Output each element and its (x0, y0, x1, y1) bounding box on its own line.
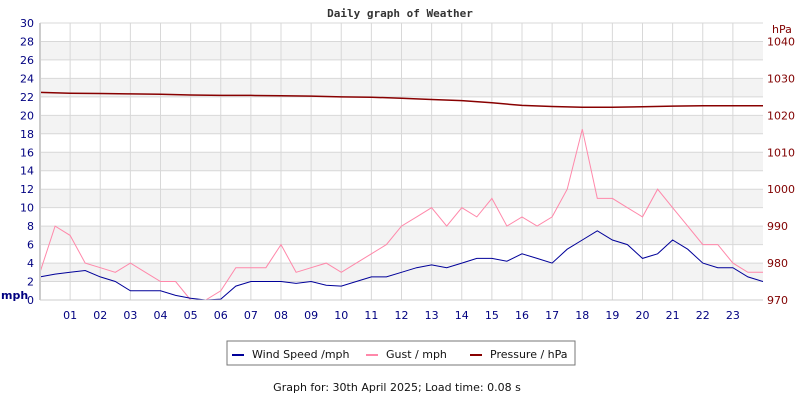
right-tick-label: 980 (767, 257, 788, 270)
left-tick-label: 20 (20, 109, 34, 122)
x-tick-label: 10 (334, 309, 348, 322)
left-tick-label: 10 (20, 202, 34, 215)
legend-label: Wind Speed /mph (252, 348, 350, 361)
left-tick-label: 0 (27, 294, 34, 307)
right-tick-label: 1020 (767, 109, 795, 122)
x-tick-label: 17 (545, 309, 559, 322)
x-tick-label: 21 (666, 309, 680, 322)
series-line-wind-speed-mph (39, 230, 764, 301)
x-tick-label: 06 (214, 309, 228, 322)
series-line-gust-mph (39, 129, 763, 301)
x-tick-label: 16 (515, 309, 529, 322)
left-tick-label: 2 (27, 276, 34, 289)
left-tick-label: 24 (20, 72, 34, 85)
left-tick-label: 8 (27, 220, 34, 233)
x-tick-label: 01 (63, 309, 77, 322)
right-tick-label: 1030 (767, 72, 795, 85)
left-tick-label: 26 (20, 54, 34, 67)
left-tick-label: 30 (20, 17, 34, 30)
right-axis-unit: hPa (772, 23, 792, 36)
x-tick-label: 15 (485, 309, 499, 322)
x-tick-label: 03 (123, 309, 137, 322)
x-tick-label: 14 (455, 309, 469, 322)
right-tick-label: 970 (767, 294, 788, 307)
footer-text: Graph for: 30th April 2025; Load time: 0… (273, 381, 521, 394)
x-tick-label: 23 (726, 309, 740, 322)
left-tick-label: 6 (27, 239, 34, 252)
chart-title: Daily graph of Weather (327, 7, 473, 20)
left-tick-label: 18 (20, 128, 34, 141)
x-tick-label: 19 (605, 309, 619, 322)
x-tick-label: 08 (274, 309, 288, 322)
series-line-pressure-hpa (39, 91, 763, 108)
left-tick-label: 22 (20, 91, 34, 104)
right-tick-label: 1040 (767, 35, 795, 48)
x-tick-label: 04 (154, 309, 168, 322)
legend: Wind Speed /mph Gust / mph Pressure / hPa (226, 340, 576, 366)
left-tick-label: 4 (27, 257, 34, 270)
legend-label: Pressure / hPa (490, 348, 568, 361)
right-tick-label: 1000 (767, 183, 795, 196)
left-tick-label: 16 (20, 146, 34, 159)
x-tick-label: 12 (395, 309, 409, 322)
left-axis-unit: mph (1, 289, 28, 302)
left-tick-label: 28 (20, 35, 34, 48)
x-tick-label: 11 (364, 309, 378, 322)
legend-label: Gust / mph (386, 348, 447, 361)
x-tick-label: 18 (575, 309, 589, 322)
left-tick-label: 14 (20, 165, 34, 178)
right-tick-label: 1010 (767, 146, 795, 159)
x-tick-label: 05 (184, 309, 198, 322)
right-tick-label: 990 (767, 220, 788, 233)
x-tick-label: 20 (636, 309, 650, 322)
x-tick-label: 13 (425, 309, 439, 322)
left-tick-label: 12 (20, 183, 34, 196)
x-tick-label: 02 (93, 309, 107, 322)
x-tick-label: 07 (244, 309, 258, 322)
x-tick-label: 22 (696, 309, 710, 322)
x-tick-label: 09 (304, 309, 318, 322)
